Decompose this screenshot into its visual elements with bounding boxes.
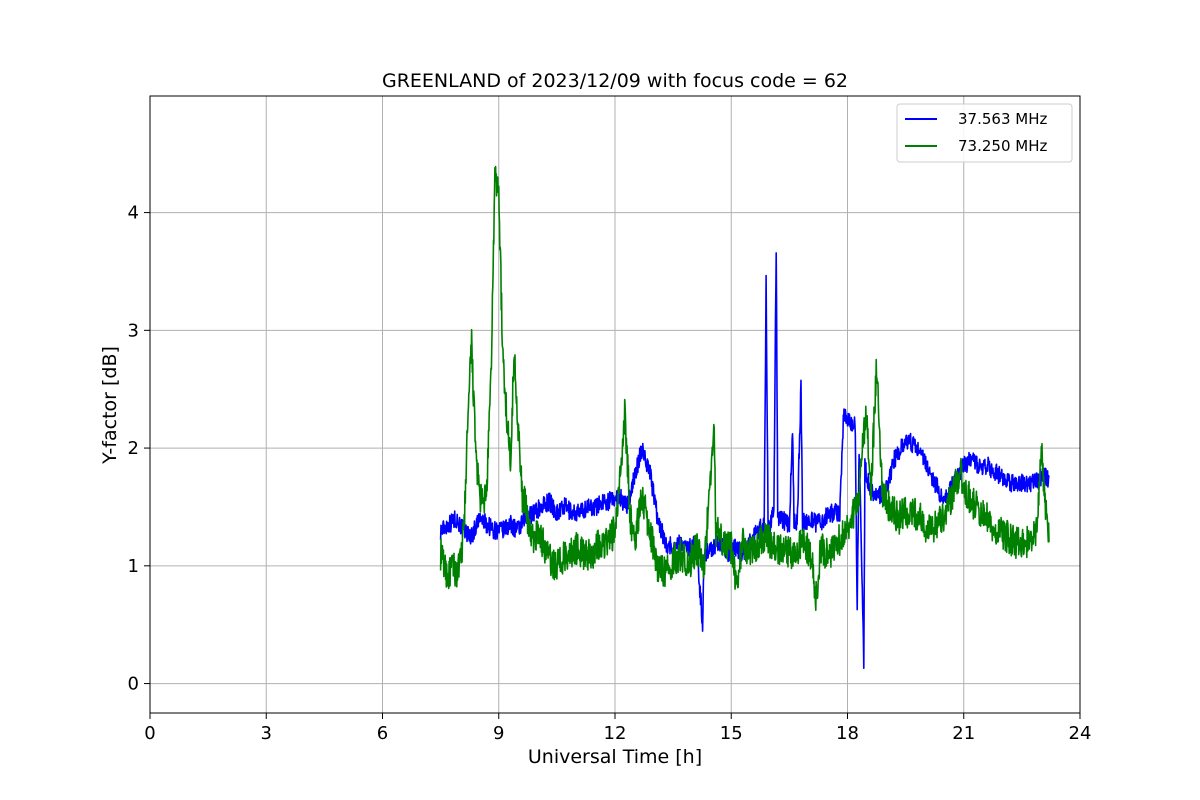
x-tick-label: 9	[493, 723, 504, 744]
x-tick-label: 6	[377, 723, 388, 744]
x-tick-label: 15	[720, 723, 743, 744]
y-axis-label: Y-factor [dB]	[99, 346, 121, 465]
series-line-1	[439, 165, 1050, 611]
x-axis-label: Universal Time [h]	[528, 746, 702, 768]
x-tick-label: 24	[1069, 723, 1092, 744]
x-tick-label: 3	[261, 723, 272, 744]
legend: 37.563 MHz 73.250 MHz	[896, 103, 1073, 163]
x-tick-label: 0	[144, 723, 155, 744]
x-tick-label: 21	[952, 723, 975, 744]
series-layer	[439, 165, 1050, 669]
y-tick-label: 1	[128, 556, 139, 577]
x-tick-label: 18	[836, 723, 859, 744]
legend-label-73-250: 73.250 MHz	[958, 137, 1047, 155]
y-tick-label: 3	[128, 320, 139, 341]
legend-box	[896, 103, 1073, 163]
x-tick-label: 12	[604, 723, 627, 744]
y-tick-label: 0	[128, 674, 139, 695]
chart-title: GREENLAND of 2023/12/09 with focus code …	[382, 70, 848, 92]
y-tick-label: 4	[128, 203, 139, 224]
legend-label-37-563: 37.563 MHz	[958, 110, 1047, 128]
y-tick-label: 2	[128, 438, 139, 459]
